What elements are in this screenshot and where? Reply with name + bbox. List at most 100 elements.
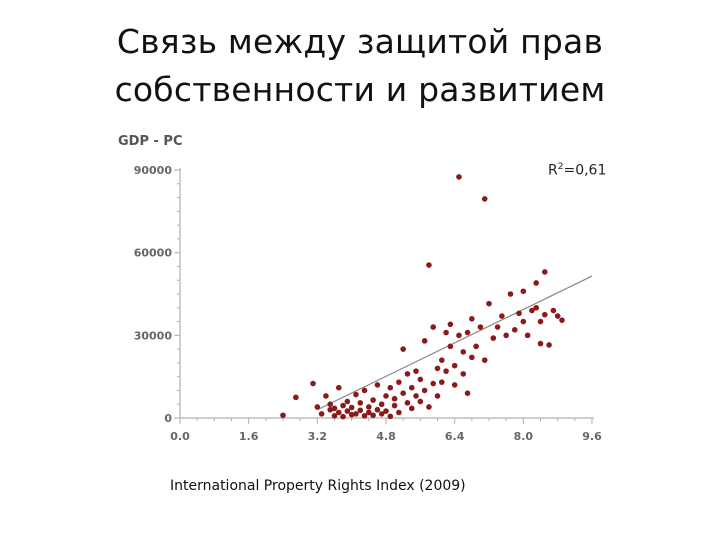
data-point bbox=[486, 300, 492, 307]
data-point bbox=[323, 393, 329, 399]
data-point bbox=[481, 196, 488, 202]
data-point bbox=[438, 379, 445, 385]
data-point bbox=[280, 412, 286, 419]
data-point bbox=[400, 390, 406, 397]
data-point bbox=[533, 280, 540, 286]
data-point bbox=[426, 404, 432, 410]
data-point bbox=[490, 335, 497, 341]
data-point bbox=[404, 400, 411, 406]
data-point bbox=[443, 368, 449, 374]
data-point bbox=[421, 338, 428, 344]
data-point bbox=[537, 340, 544, 347]
data-point bbox=[417, 376, 424, 383]
data-point bbox=[434, 365, 441, 372]
data-point bbox=[357, 407, 364, 414]
x-tick-label: 1.6 bbox=[239, 430, 259, 443]
data-point bbox=[353, 411, 359, 417]
data-point bbox=[391, 395, 398, 402]
data-point bbox=[310, 380, 316, 387]
slide-title-line-1: Связь между защитой прав bbox=[116, 22, 604, 61]
data-point bbox=[387, 413, 394, 420]
data-point bbox=[400, 346, 406, 352]
data-point bbox=[550, 307, 557, 314]
data-point bbox=[417, 398, 424, 405]
trendline bbox=[317, 275, 593, 411]
data-point bbox=[469, 354, 475, 361]
data-point bbox=[537, 318, 544, 325]
data-point bbox=[408, 384, 415, 391]
data-point bbox=[396, 409, 402, 416]
data-point bbox=[456, 174, 462, 180]
data-point bbox=[396, 379, 402, 385]
slide-title-line-2: собственности и развитием bbox=[114, 70, 606, 109]
data-point bbox=[456, 332, 462, 339]
data-point bbox=[344, 398, 351, 405]
data-point bbox=[314, 404, 321, 410]
data-point bbox=[451, 362, 458, 369]
r2-superscript: 2 bbox=[557, 162, 564, 172]
r2-letter: R bbox=[548, 162, 558, 179]
data-point bbox=[477, 324, 484, 330]
data-point bbox=[391, 402, 398, 409]
data-point bbox=[374, 406, 381, 413]
data-point bbox=[507, 291, 514, 297]
data-point bbox=[327, 401, 334, 408]
data-point bbox=[331, 412, 338, 419]
x-tick-label: 9.6 bbox=[582, 430, 602, 443]
data-point bbox=[443, 329, 449, 336]
data-point bbox=[331, 405, 338, 412]
data-point bbox=[451, 382, 458, 388]
data-point bbox=[378, 401, 385, 408]
data-point bbox=[404, 371, 411, 377]
trendline-group bbox=[317, 275, 593, 411]
data-point bbox=[408, 405, 415, 412]
data-point bbox=[387, 384, 394, 391]
data-point bbox=[366, 409, 372, 416]
data-point bbox=[447, 321, 454, 328]
data-point bbox=[378, 411, 385, 417]
data-point bbox=[430, 380, 437, 387]
data-point bbox=[413, 368, 419, 374]
data-point bbox=[554, 313, 561, 319]
data-point bbox=[529, 307, 535, 314]
data-point bbox=[559, 317, 565, 323]
r-squared-label: R2=0,61 bbox=[548, 162, 606, 179]
data-point bbox=[421, 387, 428, 394]
data-point bbox=[541, 311, 548, 318]
data-point bbox=[348, 404, 355, 411]
data-point bbox=[520, 288, 527, 295]
data-point bbox=[340, 402, 346, 409]
data-point bbox=[511, 327, 518, 333]
slide-title: Связь между защитой прав собственности и… bbox=[0, 18, 720, 114]
y-tick-label: 0 bbox=[164, 412, 172, 425]
data-point bbox=[469, 316, 475, 322]
data-point bbox=[413, 393, 419, 399]
data-point bbox=[460, 371, 467, 377]
data-point bbox=[327, 406, 334, 413]
data-point bbox=[357, 400, 364, 406]
data-points bbox=[280, 174, 565, 420]
x-tick-label: 6.4 bbox=[445, 430, 465, 443]
data-point bbox=[516, 310, 522, 317]
data-point bbox=[335, 384, 342, 391]
data-point bbox=[494, 324, 501, 330]
x-tick-label: 8.0 bbox=[514, 430, 534, 443]
data-point bbox=[434, 393, 441, 399]
data-point bbox=[464, 329, 471, 336]
data-point bbox=[533, 304, 540, 311]
data-point bbox=[438, 357, 445, 363]
data-point bbox=[348, 411, 355, 418]
data-point bbox=[383, 408, 389, 414]
data-point bbox=[318, 411, 325, 417]
y-tick-label: 30000 bbox=[134, 329, 173, 342]
r2-value: =0,61 bbox=[563, 162, 607, 179]
data-point bbox=[430, 324, 437, 330]
axes: 0 30000 60000 90000 0.0 1.6 3.2 4.8 6.4 8.0 9.6 bbox=[134, 164, 602, 443]
data-point bbox=[481, 357, 488, 363]
data-point bbox=[541, 269, 548, 275]
data-point bbox=[464, 390, 471, 397]
data-point bbox=[503, 332, 509, 339]
data-point bbox=[524, 332, 531, 339]
data-point bbox=[361, 387, 368, 394]
